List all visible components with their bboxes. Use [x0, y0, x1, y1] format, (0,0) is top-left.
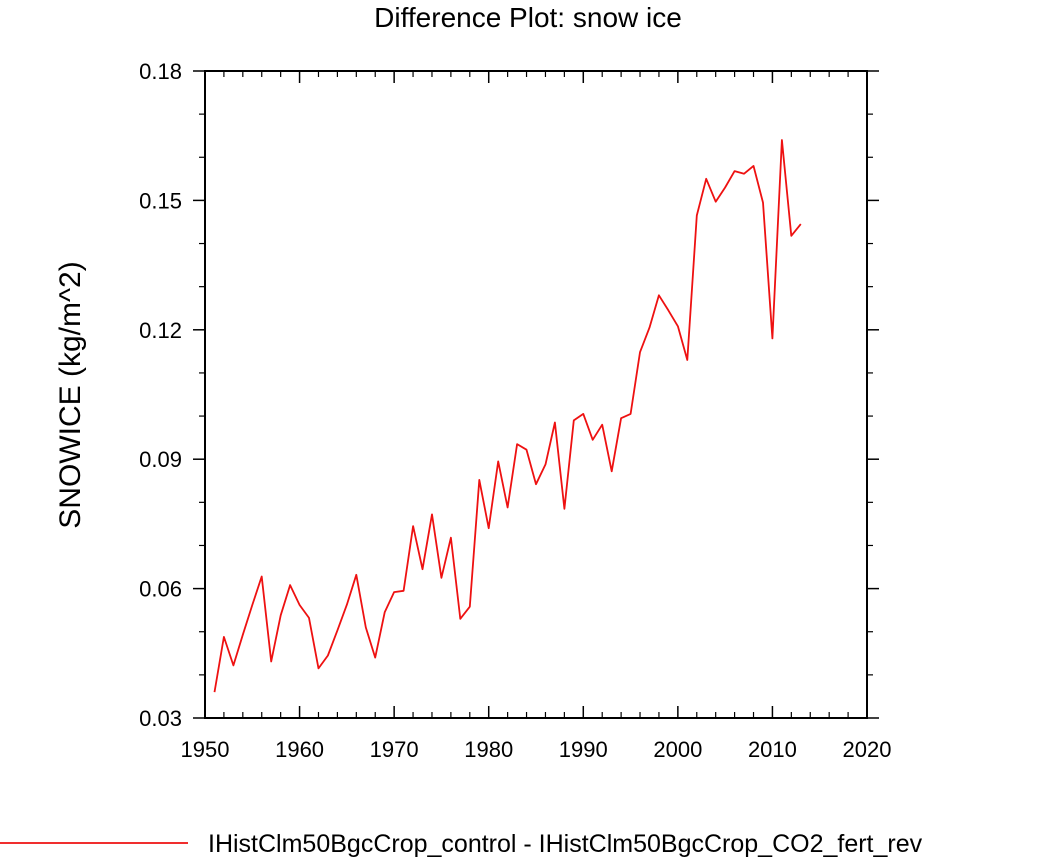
x-tick-label: 1960 — [275, 737, 324, 762]
y-tick-label: 0.03 — [139, 706, 182, 731]
y-tick-label: 0.06 — [139, 577, 182, 602]
plot-axes: 1950 1960 1970 1980 1990 2000 2010 2020 0.03 0.06… — [139, 59, 891, 762]
y-tick-label: 0.15 — [139, 188, 182, 213]
y-axis-label: SNOWICE (kg/m^2) — [54, 261, 87, 528]
series-group — [213, 139, 802, 693]
chart-title: Difference Plot: snow ice — [374, 2, 682, 33]
y-tick-label: 0.12 — [139, 318, 182, 343]
x-tick-label: 1990 — [559, 737, 608, 762]
legend: IHistClm50BgcCrop_control - IHistClm50Bg… — [0, 830, 923, 858]
y-tick-label: 0.09 — [139, 447, 182, 472]
legend-label: IHistClm50BgcCrop_control - IHistClm50Bg… — [208, 830, 923, 858]
series-line — [213, 139, 802, 693]
x-tick-label: 1980 — [464, 737, 513, 762]
x-tick-label: 1950 — [181, 737, 230, 762]
x-tick-label: 2020 — [843, 737, 892, 762]
x-tick-label: 2000 — [653, 737, 702, 762]
x-tick-label: 1970 — [370, 737, 419, 762]
y-tick-label: 0.18 — [139, 59, 182, 84]
x-tick-label: 2010 — [748, 737, 797, 762]
plot-frame — [204, 70, 868, 719]
